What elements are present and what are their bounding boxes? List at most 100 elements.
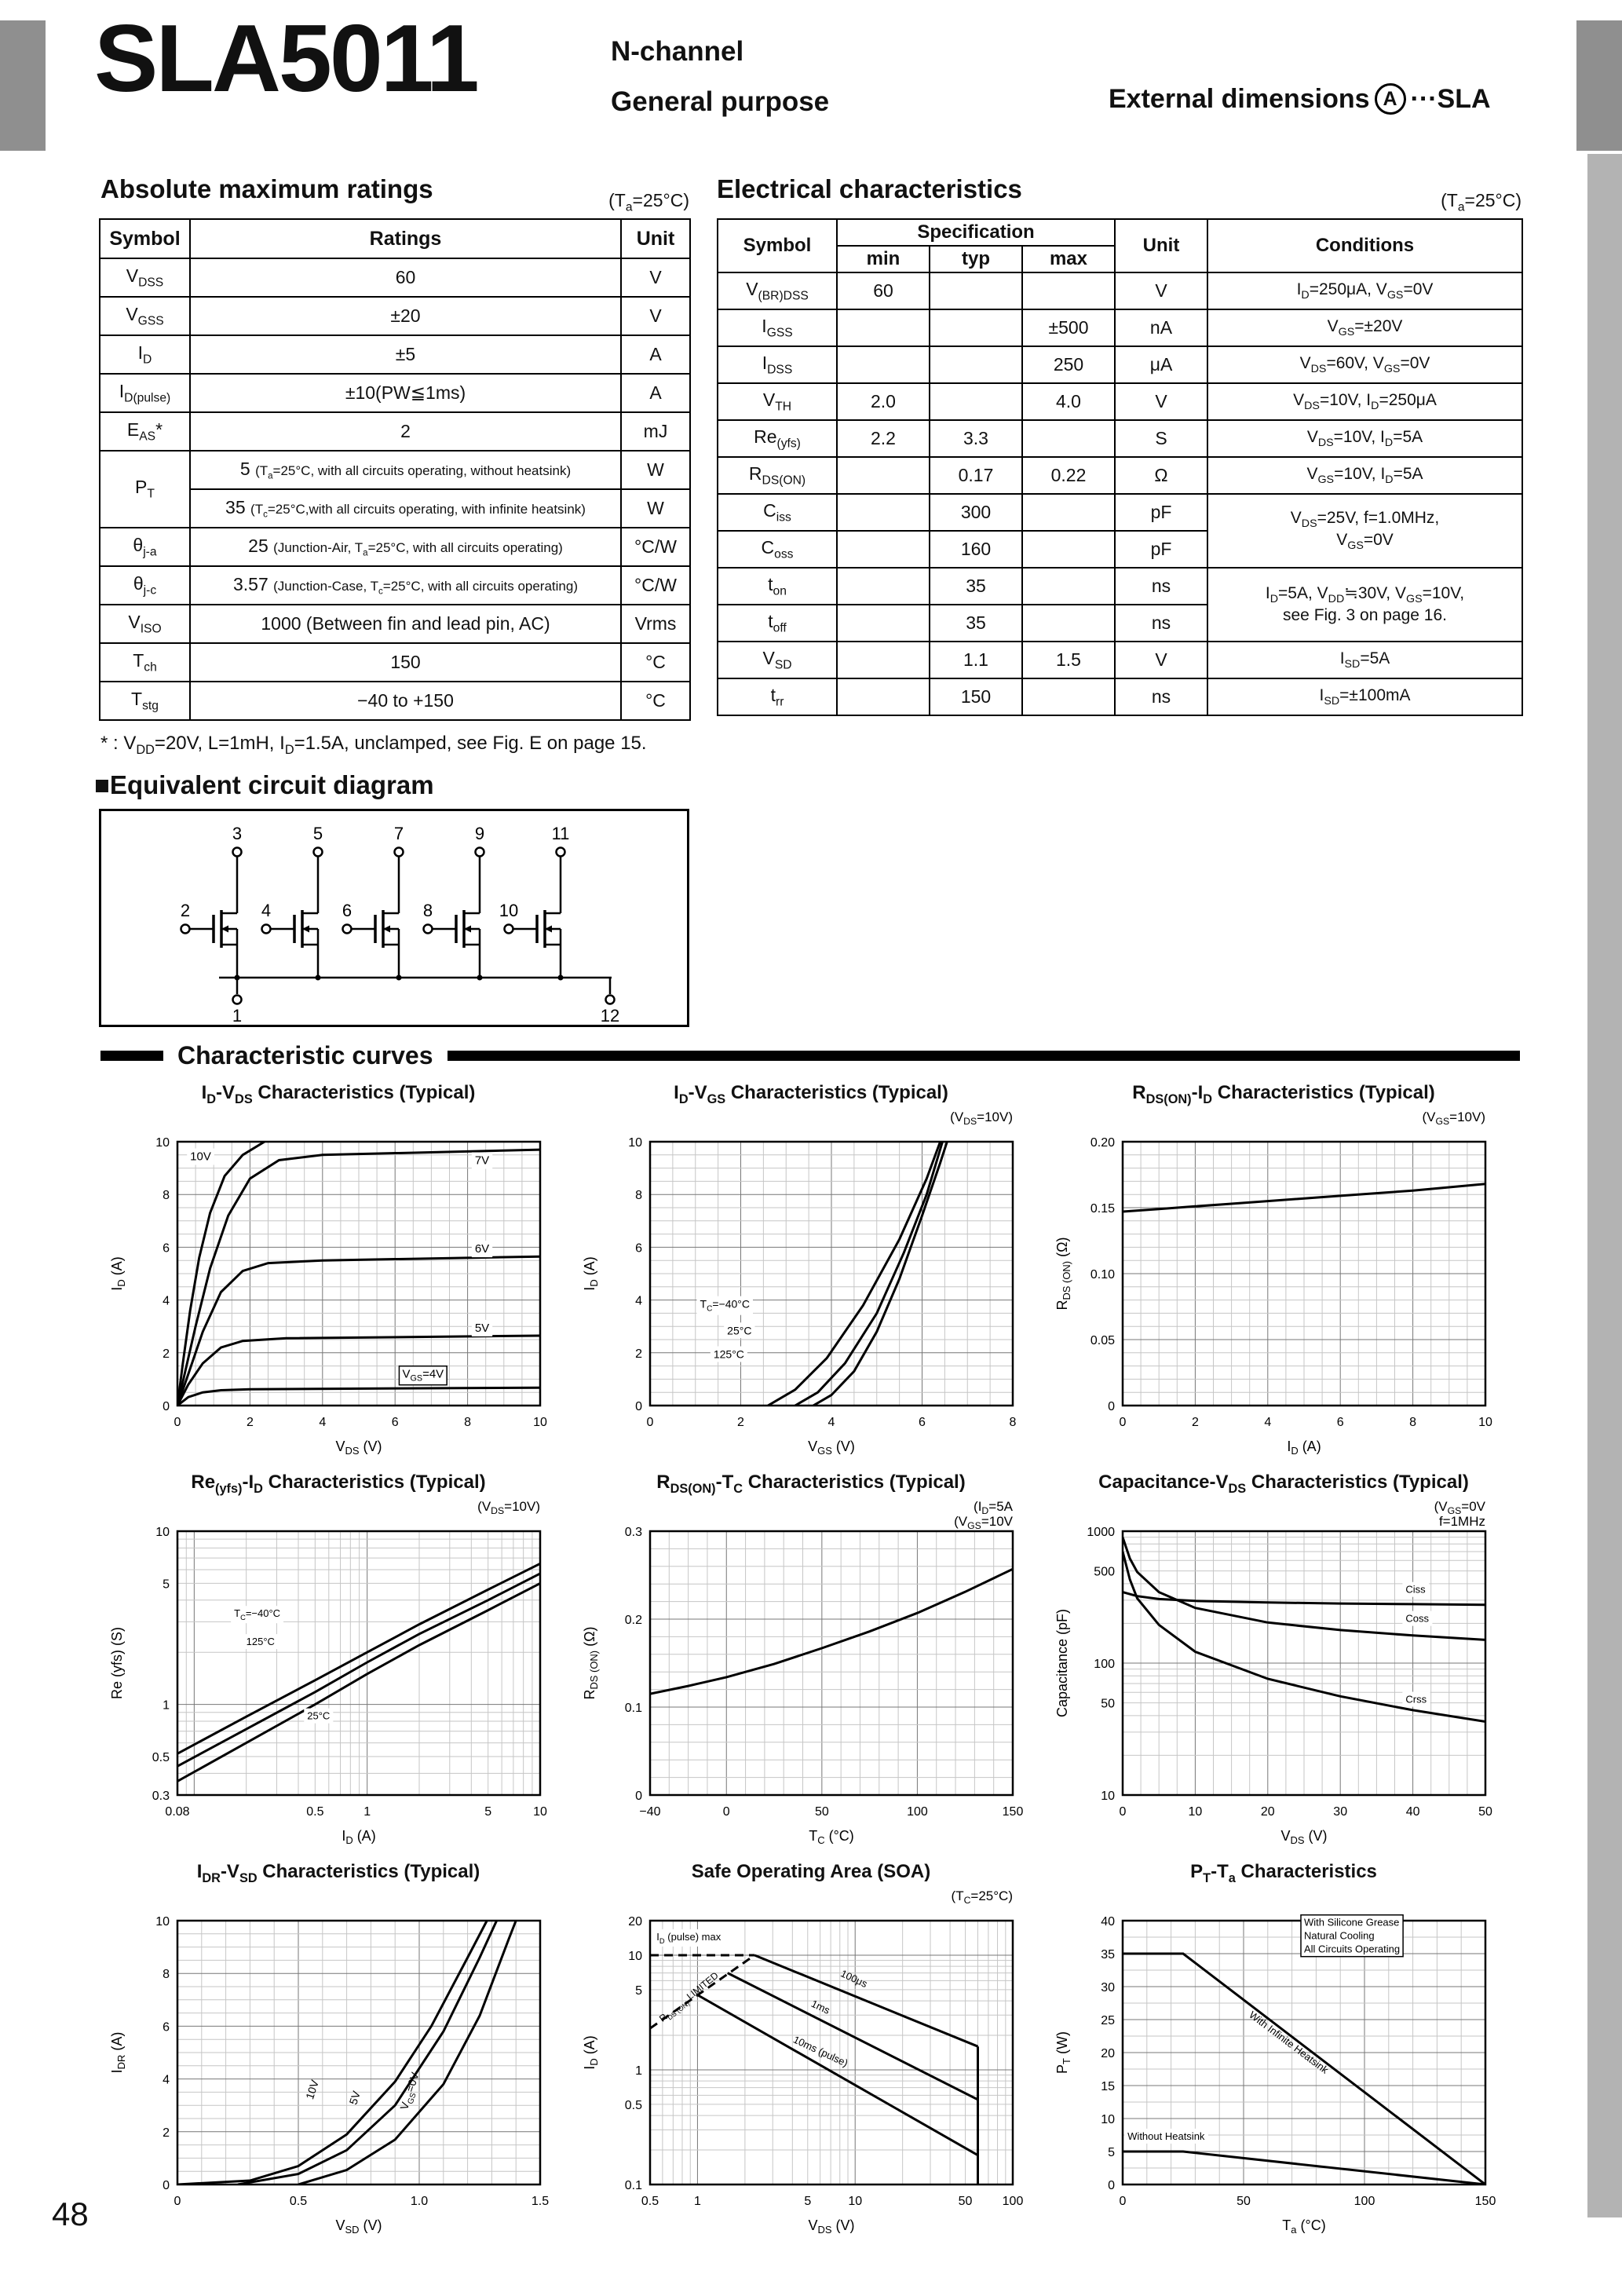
symbol-cell: VISO xyxy=(99,604,191,644)
svg-text:2: 2 xyxy=(1192,1416,1199,1429)
svg-text:150: 150 xyxy=(1003,1805,1024,1819)
svg-text:10ms (pulse): 10ms (pulse) xyxy=(791,2034,849,2069)
unit-cell: V xyxy=(620,296,691,336)
table-row: VDSS 60 V xyxy=(99,258,691,298)
characteristic-curves-grid: ID-VDS Characteristics (Typical) 0 2 4 6 8 10 0… xyxy=(102,1082,1520,2239)
symbol-cell: Tstg xyxy=(99,681,191,721)
chart-canvas: 0.5 1 5 10 50 100 0.1 0.5 1 5 10 20 VDS (V) ID (A) (TC… xyxy=(582,1888,1023,2236)
svg-text:4: 4 xyxy=(1264,1416,1271,1429)
chart-annotation: 10V xyxy=(187,1148,214,1165)
svg-text:f=1MHz: f=1MHz xyxy=(1439,1514,1485,1529)
svg-text:ID (pulse) max: ID (pulse) max xyxy=(656,1931,721,1945)
svg-text:10: 10 xyxy=(1478,1416,1492,1429)
symbol-cell: Ciss xyxy=(717,493,838,532)
symbol-cell: Re(yfs) xyxy=(717,419,838,458)
symbol-cell: V(BR)DSS xyxy=(717,272,838,310)
svg-text:10: 10 xyxy=(155,1526,170,1539)
chart-idr-vsd: IDR-VSD Characteristics (Typical) 0 0.5 1.0… xyxy=(103,1861,574,2239)
svg-text:0: 0 xyxy=(163,2179,170,2192)
table-row: Coss 160 pF xyxy=(717,530,1522,569)
unit-cell: °C xyxy=(620,642,691,682)
chart-title: RDS(ON)-ID Characteristics (Typical) xyxy=(1132,1082,1435,1106)
svg-text:20: 20 xyxy=(628,1915,642,1929)
unit-cell: °C/W xyxy=(620,565,691,605)
svg-text:VGS (V): VGS (V) xyxy=(808,1439,855,1457)
chart-title: PT-Ta Characteristics xyxy=(1190,1861,1377,1885)
symbol-cell: VTH xyxy=(717,382,838,421)
svg-text:10: 10 xyxy=(533,1416,547,1429)
plot-border xyxy=(648,1140,1014,1407)
svg-text:With Silicone Grease: With Silicone Grease xyxy=(1304,1917,1399,1929)
svg-text:10: 10 xyxy=(1101,1790,1115,1803)
symbol-cell: toff xyxy=(717,604,838,642)
conditions-cell: VDS=25V, f=1.0MHz, VGS=0V xyxy=(1207,493,1523,569)
svg-text:10: 10 xyxy=(533,1805,547,1819)
svg-text:ID (A): ID (A) xyxy=(582,1256,600,1290)
min-cell xyxy=(836,309,930,347)
table-row: ID ±5 A xyxy=(99,335,691,375)
table-row: ID(pulse) ±10(PW≦1ms) A xyxy=(99,373,691,413)
max-cell xyxy=(1021,272,1116,310)
equivalent-circuit-heading: ■Equivalent circuit diagram xyxy=(94,770,434,799)
table-row: Tch 150 °C xyxy=(99,642,691,682)
svg-text:8: 8 xyxy=(163,1968,170,1981)
characteristic-curves-heading: Characteristic curves xyxy=(100,1041,1520,1070)
svg-text:10: 10 xyxy=(628,1950,642,1963)
svg-text:50: 50 xyxy=(1101,1698,1115,1711)
svg-text:VDS (V): VDS (V) xyxy=(335,1439,382,1457)
table-header-row: Symbol Ratings Unit xyxy=(99,218,691,259)
svg-text:4: 4 xyxy=(163,2074,170,2087)
svg-text:6: 6 xyxy=(392,1416,399,1429)
table-row: trr 150 ns ISD=±100mA xyxy=(717,678,1523,716)
svg-text:50: 50 xyxy=(959,2195,973,2208)
symbol-cell: RDS(ON) xyxy=(717,456,838,495)
svg-text:(VDS=10V): (VDS=10V) xyxy=(950,1110,1013,1127)
unit-cell: V xyxy=(1114,272,1208,310)
svg-text:PT (W): PT (W) xyxy=(1054,2031,1072,2074)
svg-text:TC=−40°C: TC=−40°C xyxy=(234,1607,280,1621)
svg-text:1.0: 1.0 xyxy=(411,2195,428,2208)
chart-annotation: 125°C xyxy=(243,1634,278,1650)
svg-text:6: 6 xyxy=(163,2020,170,2034)
svg-text:0.15: 0.15 xyxy=(1090,1202,1115,1216)
max-cell: 0.22 xyxy=(1021,456,1116,495)
svg-text:7V: 7V xyxy=(475,1154,489,1168)
chart-grid xyxy=(177,1530,541,1796)
chart-annotation: 5V xyxy=(347,2089,363,2106)
chart-annotation: With Infinite Heatsink xyxy=(1247,2009,1331,2076)
column-header: Conditions xyxy=(1207,218,1523,273)
unit-cell: ns xyxy=(1114,678,1208,716)
unit-cell: V xyxy=(1114,641,1208,679)
symbol-cell: VSD xyxy=(717,641,838,679)
svg-text:8: 8 xyxy=(423,901,433,920)
rating-cell: 3.57 (Junction-Case, Tc=25°C, with all c… xyxy=(189,565,622,605)
chart-grid xyxy=(177,1920,541,2185)
typ-cell: 150 xyxy=(929,678,1023,716)
conditions-cell: ISD=5A xyxy=(1207,641,1523,679)
symbol-cell: VDSS xyxy=(99,258,191,298)
chart-annotation: 25°C xyxy=(724,1322,755,1339)
chart-annotation: TC=−40°C xyxy=(231,1606,284,1624)
conditions-cell: VGS=±20V xyxy=(1207,309,1523,347)
svg-text:5V: 5V xyxy=(347,2089,363,2106)
rating-cell: 1000 (Between fin and lead pin, AC) xyxy=(189,604,622,644)
svg-text:−40: −40 xyxy=(639,1805,660,1819)
page-edge-bar xyxy=(1587,154,1622,2217)
typ-cell: 35 xyxy=(929,604,1023,642)
svg-text:50: 50 xyxy=(1237,2195,1251,2208)
max-cell xyxy=(1021,604,1116,642)
svg-text:VGS=0V: VGS=0V xyxy=(397,2070,424,2112)
unit-cell: ns xyxy=(1114,567,1208,605)
abs-max-table: Symbol Ratings Unit VDSS 60 V VGSS ±20 V ID ±5 A ID(… xyxy=(99,218,691,721)
unit-cell: mJ xyxy=(620,411,691,452)
unit-cell: nA xyxy=(1114,309,1208,347)
svg-text:Crss: Crss xyxy=(1405,1694,1427,1706)
chart-annotation: Crss xyxy=(1402,1691,1430,1707)
svg-text:11: 11 xyxy=(552,824,570,843)
svg-text:(VGS=10V: (VGS=10V xyxy=(954,1514,1014,1531)
max-cell: ±500 xyxy=(1021,309,1116,347)
elec-char-table: Symbol Specification Unit Conditions min typ m… xyxy=(717,218,1523,716)
min-cell xyxy=(836,456,930,495)
chart-annotation: Ciss xyxy=(1402,1581,1430,1597)
conditions-cell: ID=5A, VDD≒30V, VGS=10V, see Fig. 3 on pa… xyxy=(1207,567,1523,642)
